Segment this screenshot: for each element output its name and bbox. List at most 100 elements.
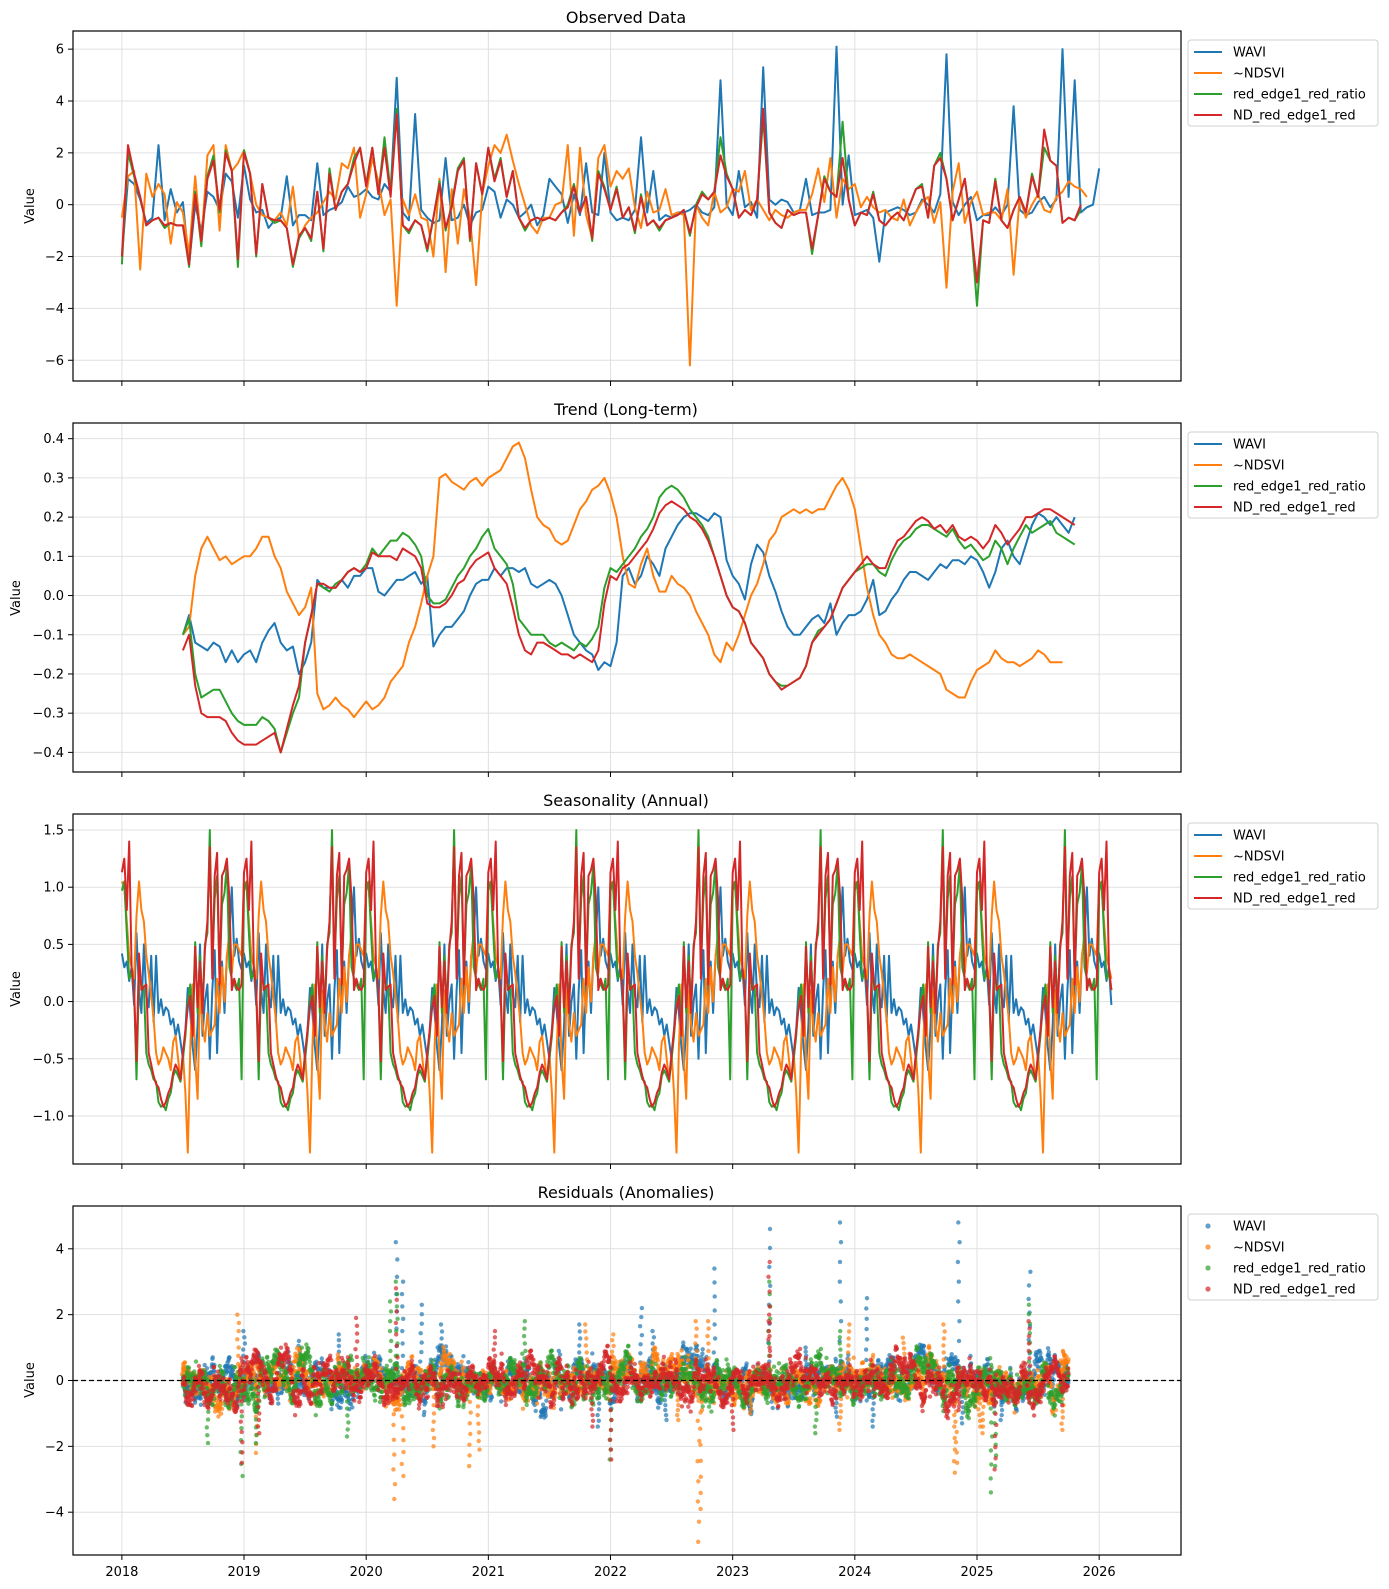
observed-series (120, 45, 1101, 367)
series-line-nd-red-edge1-red (120, 840, 1113, 1108)
residual-point (419, 1340, 424, 1345)
residual-point (219, 1401, 224, 1407)
residual-point (1026, 1296, 1031, 1302)
residual-point (466, 1360, 471, 1365)
residual-point (834, 1414, 840, 1419)
series-line-nd-red-edge1-red (181, 500, 1076, 754)
y-tick-label: 0.0 (43, 589, 64, 604)
seasonality-ylabel: Value (9, 971, 24, 1007)
residual-point (863, 1347, 869, 1352)
y-tick-label: 0.2 (43, 511, 64, 526)
residual-point (275, 1396, 280, 1401)
residual-point (679, 1348, 684, 1353)
residual-point (655, 1358, 661, 1363)
residual-point (638, 1342, 643, 1347)
residual-point (350, 1405, 355, 1410)
residual-point (838, 1240, 844, 1245)
residual-point (700, 1351, 705, 1356)
residual-point (336, 1343, 342, 1349)
residual-point (241, 1328, 246, 1334)
residual-point (276, 1401, 281, 1406)
residual-point (838, 1299, 843, 1304)
residual-point (959, 1421, 965, 1426)
y-tick-label: −1.0 (32, 1109, 64, 1124)
residual-point (999, 1407, 1005, 1413)
residual-point (577, 1329, 582, 1334)
residual-point (960, 1410, 965, 1415)
y-tick-label: 2 (56, 146, 64, 161)
residual-point (461, 1365, 466, 1370)
y-tick-label: 1.5 (43, 824, 64, 839)
residual-point (688, 1346, 693, 1351)
residual-point (1028, 1269, 1033, 1275)
residual-point (711, 1350, 716, 1355)
residual-point (400, 1353, 406, 1359)
residual-point (871, 1412, 876, 1418)
residual-point (656, 1405, 661, 1410)
residual-point (419, 1349, 424, 1355)
residual-point (400, 1304, 405, 1309)
residual-point (1026, 1283, 1032, 1288)
trend-legend: WAVI~NDSVIred_edge1_red_ratioND_red_edge… (1187, 431, 1379, 519)
residual-point (864, 1398, 869, 1403)
residual-point (241, 1347, 246, 1352)
residual-point (864, 1337, 870, 1342)
legend-label: ND_red_edge1_red (1233, 501, 1356, 516)
residual-point (681, 1344, 686, 1349)
residuals-panel: Residuals (Anomalies) Value −4−2024 2018… (23, 1183, 1379, 1580)
residual-point (557, 1352, 563, 1357)
seasonality-panel: Seasonality (Annual) Value −1.0−0.50.00.… (9, 791, 1379, 1169)
series-line-wavi (120, 45, 1101, 266)
legend-box (1187, 39, 1379, 127)
residual-point (639, 1305, 645, 1311)
residual-point (955, 1358, 960, 1363)
residual-point (956, 1299, 961, 1304)
residual-point (278, 1382, 283, 1388)
residual-point (578, 1336, 583, 1341)
residual-point (638, 1351, 643, 1356)
residual-point (957, 1319, 962, 1324)
residual-point (339, 1397, 345, 1403)
residual-point (804, 1361, 809, 1367)
residual-point (543, 1413, 548, 1419)
residual-point (712, 1266, 717, 1271)
residual-point (959, 1415, 964, 1421)
residual-point (712, 1280, 717, 1285)
residual-point (534, 1401, 540, 1406)
residual-point (499, 1399, 504, 1404)
residual-point (227, 1355, 232, 1360)
trend-ylabel: Value (9, 580, 24, 616)
residual-point (533, 1408, 538, 1414)
residual-point (871, 1401, 876, 1406)
residual-point (658, 1400, 663, 1406)
residual-point (663, 1412, 669, 1418)
residual-point (834, 1410, 839, 1415)
residual-point (700, 1360, 706, 1366)
residual-point (393, 1240, 398, 1245)
residual-point (1038, 1351, 1043, 1356)
seasonality-legend: WAVI~NDSVIred_edge1_red_ratioND_red_edge… (1187, 822, 1379, 910)
residual-point (439, 1336, 444, 1341)
residual-point (520, 1406, 526, 1411)
y-tick-label: −0.5 (32, 1052, 64, 1067)
series-line--ndsvi (120, 133, 1088, 367)
residual-point (211, 1369, 217, 1374)
residual-point (596, 1407, 602, 1412)
observed-xticks (121, 381, 1100, 386)
residual-point (955, 1259, 961, 1265)
residual-point (378, 1366, 384, 1371)
observed-frame (72, 30, 1182, 382)
residual-point (543, 1406, 549, 1411)
residual-point (399, 1291, 405, 1297)
trend-frame (72, 422, 1182, 773)
trend-xticks (121, 772, 1100, 777)
residual-point (198, 1396, 203, 1401)
residuals-series (73, 1220, 1181, 1545)
residual-point (558, 1407, 564, 1412)
residual-point (864, 1316, 869, 1322)
residual-point (439, 1367, 444, 1372)
residual-point (577, 1322, 582, 1327)
y-tick-label: −0.4 (32, 746, 64, 761)
legend-label: ND_red_edge1_red (1233, 109, 1356, 124)
